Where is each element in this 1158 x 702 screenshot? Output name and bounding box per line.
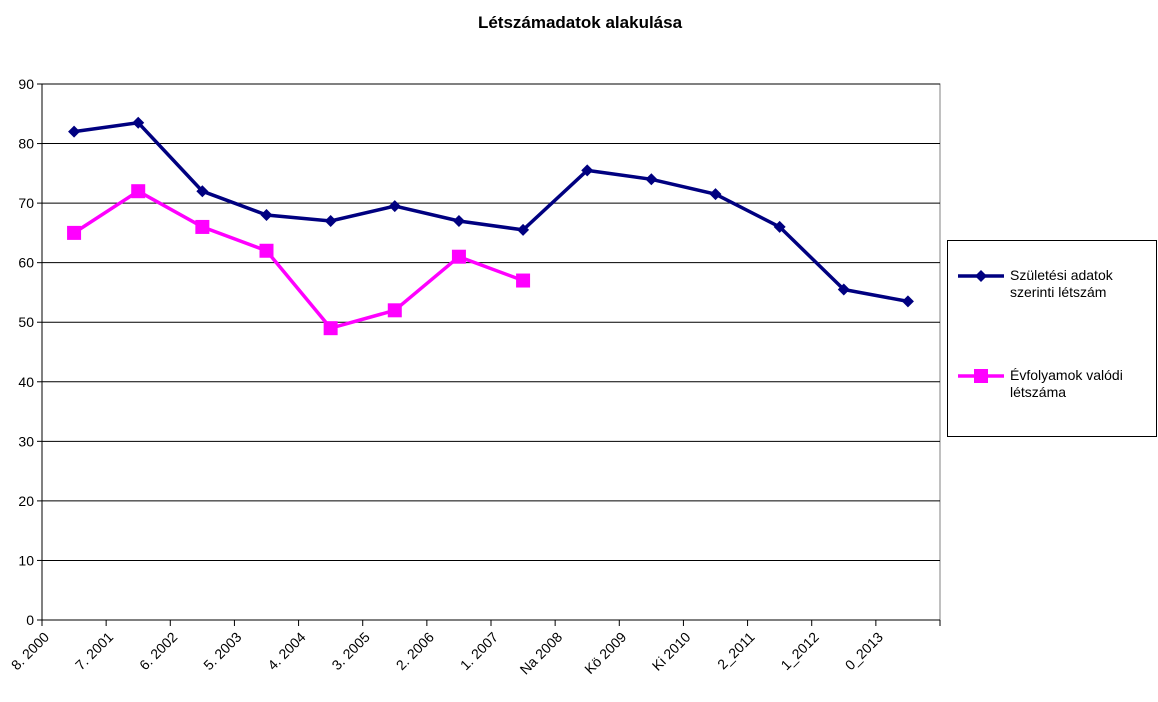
- x-tick-label: 2. 2006: [393, 629, 437, 673]
- marker: [67, 225, 82, 240]
- marker: [259, 243, 274, 258]
- y-tick-label: 10: [18, 552, 34, 568]
- y-tick-label: 90: [18, 76, 34, 92]
- x-tick-label: 2_2011: [714, 629, 758, 673]
- marker: [516, 273, 531, 288]
- marker: [517, 223, 530, 236]
- x-tick-label: 6. 2002: [136, 629, 180, 673]
- legend-label: Születési adatok szerinti létszám: [1010, 267, 1113, 300]
- marker: [323, 321, 338, 336]
- chart-title: Létszámadatok alakulása: [478, 13, 683, 32]
- legend-entry: Évfolyamok valódi létszáma: [956, 367, 1140, 401]
- marker: [773, 220, 786, 233]
- marker: [581, 164, 594, 177]
- x-tick-label: 0_2013: [842, 629, 886, 673]
- x-tick-label: 5. 2003: [200, 629, 244, 673]
- y-tick-label: 0: [26, 612, 34, 628]
- marker: [68, 125, 81, 138]
- marker: [195, 219, 210, 234]
- marker: [452, 214, 465, 227]
- marker: [645, 173, 658, 186]
- y-tick-label: 40: [18, 374, 34, 390]
- x-tick-label: 7. 2001: [72, 629, 116, 673]
- marker: [837, 283, 850, 296]
- y-tick-label: 30: [18, 433, 34, 449]
- legend-swatch: [958, 270, 1004, 282]
- line: [73, 120, 909, 304]
- y-tick-label: 20: [18, 493, 34, 509]
- marker: [260, 209, 273, 222]
- legend-swatch: [958, 369, 1004, 383]
- marker: [131, 184, 146, 199]
- marker: [974, 369, 988, 383]
- marker: [709, 188, 722, 201]
- x-tick-label: Kö 2009: [581, 629, 629, 677]
- legend-entry: Születési adatok szerinti létszám: [956, 267, 1140, 301]
- line: [73, 189, 524, 331]
- marker: [388, 200, 401, 213]
- marker: [451, 249, 466, 264]
- y-tick-label: 70: [18, 195, 34, 211]
- marker: [196, 185, 209, 198]
- y-tick-label: 50: [18, 314, 34, 330]
- x-tick-label: 3. 2005: [328, 629, 372, 673]
- legend: Születési adatok szerinti létszám Évfolya…: [947, 240, 1157, 437]
- x-tick-label: 8. 2000: [8, 629, 52, 673]
- marker: [975, 270, 987, 282]
- x-tick-label: Ki 2010: [649, 629, 694, 674]
- x-tick-label: 1_2012: [777, 629, 821, 673]
- marker: [324, 214, 337, 227]
- x-tick-label: 4. 2004: [264, 629, 308, 673]
- marker: [901, 295, 914, 308]
- x-tick-label: 1. 2007: [457, 629, 501, 673]
- marker: [387, 303, 402, 318]
- marker: [132, 116, 145, 129]
- y-tick-label: 60: [18, 255, 34, 271]
- legend-label: Évfolyamok valódi létszáma: [1010, 367, 1123, 400]
- x-tick-label: Na 2008: [517, 629, 566, 678]
- y-tick-label: 80: [18, 136, 34, 152]
